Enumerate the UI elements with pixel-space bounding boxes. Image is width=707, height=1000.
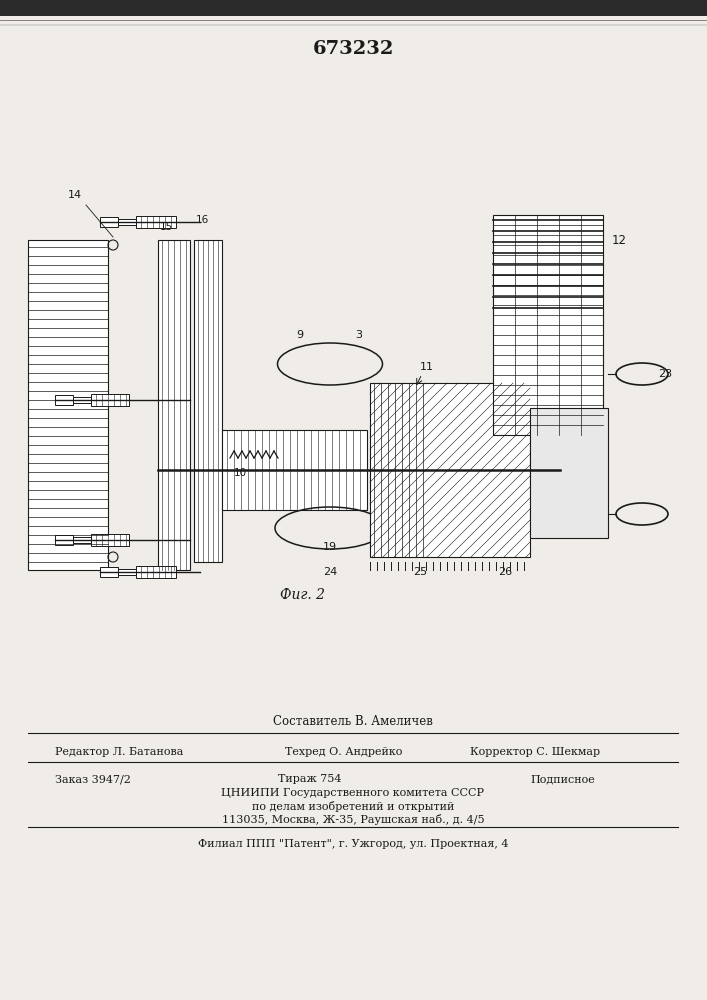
- Text: 14: 14: [68, 190, 82, 200]
- Text: Корректор С. Шекмар: Корректор С. Шекмар: [470, 747, 600, 757]
- Text: Заказ 3947/2: Заказ 3947/2: [55, 774, 131, 784]
- Text: 24: 24: [323, 567, 337, 577]
- Text: 15: 15: [159, 222, 173, 232]
- Text: 113035, Москва, Ж-35, Раушская наб., д. 4/5: 113035, Москва, Ж-35, Раушская наб., д. …: [222, 814, 484, 825]
- Bar: [530, 408, 608, 538]
- Bar: [91, 394, 129, 406]
- Text: по делам изобретений и открытий: по делам изобретений и открытий: [252, 801, 454, 812]
- Bar: [493, 215, 603, 435]
- Text: 12: 12: [612, 233, 627, 246]
- Bar: [55, 535, 73, 545]
- Bar: [0, 0, 707, 16]
- Text: Подписное: Подписное: [530, 774, 595, 784]
- Bar: [118, 219, 136, 225]
- Text: Фиг. 2: Фиг. 2: [281, 588, 325, 602]
- Text: 11: 11: [420, 362, 434, 372]
- Bar: [136, 566, 176, 578]
- Text: 16: 16: [195, 215, 209, 225]
- Text: ЦНИИПИ Государственного комитета СССР: ЦНИИПИ Государственного комитета СССР: [221, 788, 484, 798]
- Bar: [158, 240, 190, 570]
- Text: Редактор Л. Батанова: Редактор Л. Батанова: [55, 747, 183, 757]
- Bar: [91, 534, 129, 546]
- Bar: [28, 240, 108, 570]
- Text: Тираж 754: Тираж 754: [279, 774, 341, 784]
- Bar: [222, 430, 367, 510]
- Bar: [73, 537, 91, 543]
- Text: Техред О. Андрейко: Техред О. Андрейко: [285, 747, 402, 757]
- Bar: [118, 569, 136, 575]
- Text: 26: 26: [498, 567, 512, 577]
- Text: 23: 23: [658, 369, 672, 379]
- Text: 9: 9: [296, 330, 303, 340]
- Text: Филиал ППП "Патент", г. Ужгород, ул. Проектная, 4: Филиал ППП "Патент", г. Ужгород, ул. Про…: [198, 839, 508, 849]
- Bar: [100, 567, 118, 577]
- Bar: [55, 395, 73, 405]
- Bar: [194, 240, 222, 562]
- Text: 10: 10: [234, 468, 247, 478]
- Text: 19: 19: [323, 542, 337, 552]
- Text: 25: 25: [413, 567, 427, 577]
- Text: 673232: 673232: [312, 40, 394, 58]
- Bar: [73, 397, 91, 403]
- Bar: [136, 216, 176, 228]
- Text: Составитель В. Амеличев: Составитель В. Амеличев: [273, 715, 433, 728]
- Bar: [370, 383, 530, 557]
- Bar: [100, 217, 118, 227]
- Text: 3: 3: [355, 330, 362, 340]
